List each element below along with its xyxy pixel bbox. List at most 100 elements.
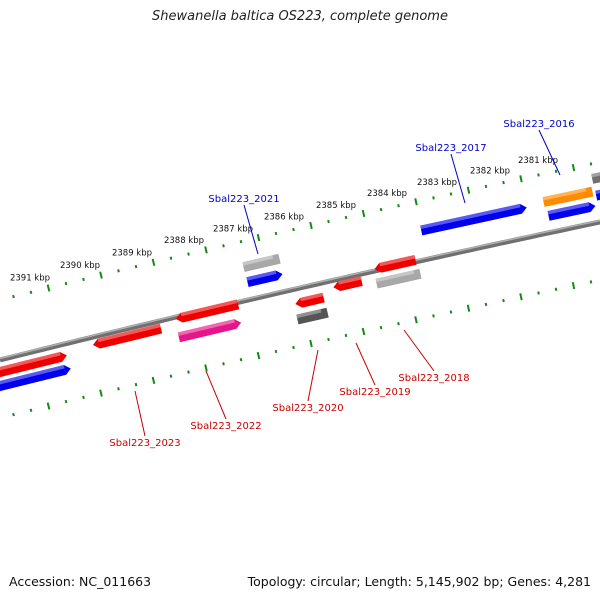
ruler-major-tick — [519, 293, 523, 301]
gene-shine — [375, 270, 415, 283]
ruler-minor-tick — [64, 281, 68, 286]
gene-edge-blue — [595, 188, 600, 201]
ruler-label: 2391 kbp — [10, 274, 50, 284]
ruler-minor-tick — [344, 333, 348, 338]
gene-2018-gray — [375, 268, 422, 289]
ruler-major-tick — [361, 209, 366, 218]
ruler-major-tick — [256, 351, 261, 360]
ruler-label: 2381 kbp — [518, 156, 558, 166]
ruler-major-tick — [466, 186, 471, 194]
backbone-line — [0, 219, 600, 363]
gene-label: Sbal223_2018 — [398, 373, 469, 384]
ruler-minor-tick — [537, 291, 540, 295]
ruler-minor-tick — [117, 387, 120, 391]
gene-label: Sbal223_2021 — [208, 194, 279, 205]
gene-body — [242, 253, 281, 272]
ruler-label: 2385 kbp — [316, 201, 356, 211]
gene-body — [92, 323, 163, 349]
ruler-major-tick — [204, 364, 208, 372]
label-leader-line — [403, 329, 435, 372]
ruler-minor-tick — [82, 395, 85, 400]
gene-shine — [246, 270, 277, 281]
genome-backbone — [0, 219, 600, 363]
ruler-minor-tick — [64, 399, 68, 404]
ruler-major-tick — [204, 246, 208, 254]
gene-red-3 — [175, 299, 240, 323]
gene-2016-blue — [547, 202, 596, 221]
ruler-major-tick — [309, 339, 313, 348]
ruler-minor-tick — [82, 277, 85, 282]
gene-2019-red — [333, 276, 363, 291]
ruler-minor-tick — [449, 310, 453, 314]
ruler-major-tick — [256, 233, 261, 242]
ruler-major-tick — [571, 281, 576, 290]
ruler-minor-tick — [12, 412, 15, 417]
gene-shine — [379, 255, 416, 267]
ruler-minor-tick — [274, 349, 278, 354]
map-title: Shewanella baltica OS223, complete genom… — [152, 9, 448, 24]
ruler-minor-tick — [397, 204, 400, 208]
ruler-minor-tick — [292, 345, 295, 350]
ruler-minor-tick — [239, 240, 243, 244]
ruler-minor-tick — [554, 169, 558, 173]
gene-2023-forward-red — [0, 352, 67, 380]
gene-2020-red — [295, 292, 325, 308]
gene-body — [175, 299, 240, 323]
ruler-major-tick — [361, 327, 366, 336]
ruler-major-tick — [414, 198, 418, 206]
gene-body — [420, 203, 527, 236]
gene-blue-left — [0, 365, 71, 394]
gene-shine — [0, 352, 61, 373]
ruler-minor-tick — [134, 382, 138, 387]
ruler-minor-tick — [502, 298, 505, 303]
ruler-minor-tick — [484, 184, 488, 189]
ruler-minor-tick — [502, 180, 505, 185]
label-leader-line — [205, 370, 227, 420]
gene-edge-gray — [591, 170, 600, 184]
ruler-minor-tick — [222, 362, 225, 366]
gene-body — [547, 202, 596, 221]
gene-shine — [542, 187, 587, 201]
gene-body — [296, 307, 329, 325]
ruler-minor-tick — [537, 173, 540, 177]
gene-shine — [595, 188, 600, 195]
ruler-minor-tick — [274, 231, 278, 236]
ruler-major-tick — [46, 402, 51, 410]
gene-label: Sbal223_2017 — [415, 143, 486, 154]
gene-shine — [420, 203, 521, 230]
ruler-minor-tick — [29, 290, 33, 294]
ruler-label: 2384 kbp — [367, 189, 407, 199]
ruler-label: 2386 kbp — [264, 213, 304, 223]
ruler-label: 2387 kbp — [213, 225, 253, 235]
inner-ruler — [12, 280, 593, 417]
ruler-major-tick — [151, 376, 156, 385]
gene-body — [595, 188, 600, 201]
ruler-minor-tick — [379, 207, 383, 212]
outer-ruler: 2381 kbp 2382 kbp 2383 kbp 2384 kbp 2385 kbp… — [10, 156, 593, 299]
ruler-major-tick — [571, 163, 576, 172]
label-leader-line — [134, 390, 146, 437]
ruler-major-tick — [151, 258, 156, 267]
label-leader-line — [355, 342, 376, 386]
label-leader-line — [243, 204, 259, 255]
gene-label: Sbal223_2016 — [503, 119, 574, 130]
ruler-minor-tick — [327, 337, 330, 342]
gene-body — [375, 268, 422, 289]
ruler-minor-tick — [134, 264, 138, 269]
ruler-minor-tick — [222, 244, 225, 248]
ruler-minor-tick — [397, 322, 400, 326]
ruler-label: 2382 kbp — [470, 167, 510, 177]
gene-shine — [591, 171, 600, 178]
gene-2017-blue — [420, 203, 527, 236]
gene-shine — [177, 319, 235, 336]
gene-label: Sbal223_2020 — [272, 403, 343, 414]
label-leader-line — [307, 349, 319, 402]
gene-body — [542, 186, 594, 207]
gene-2021-gray — [242, 253, 281, 272]
gene-body — [295, 292, 325, 308]
ruler-label: 2383 kbp — [417, 178, 457, 188]
ruler-minor-tick — [554, 287, 558, 291]
ruler-minor-tick — [117, 269, 120, 273]
accession-text: Accession: NC_011663 — [9, 574, 152, 589]
